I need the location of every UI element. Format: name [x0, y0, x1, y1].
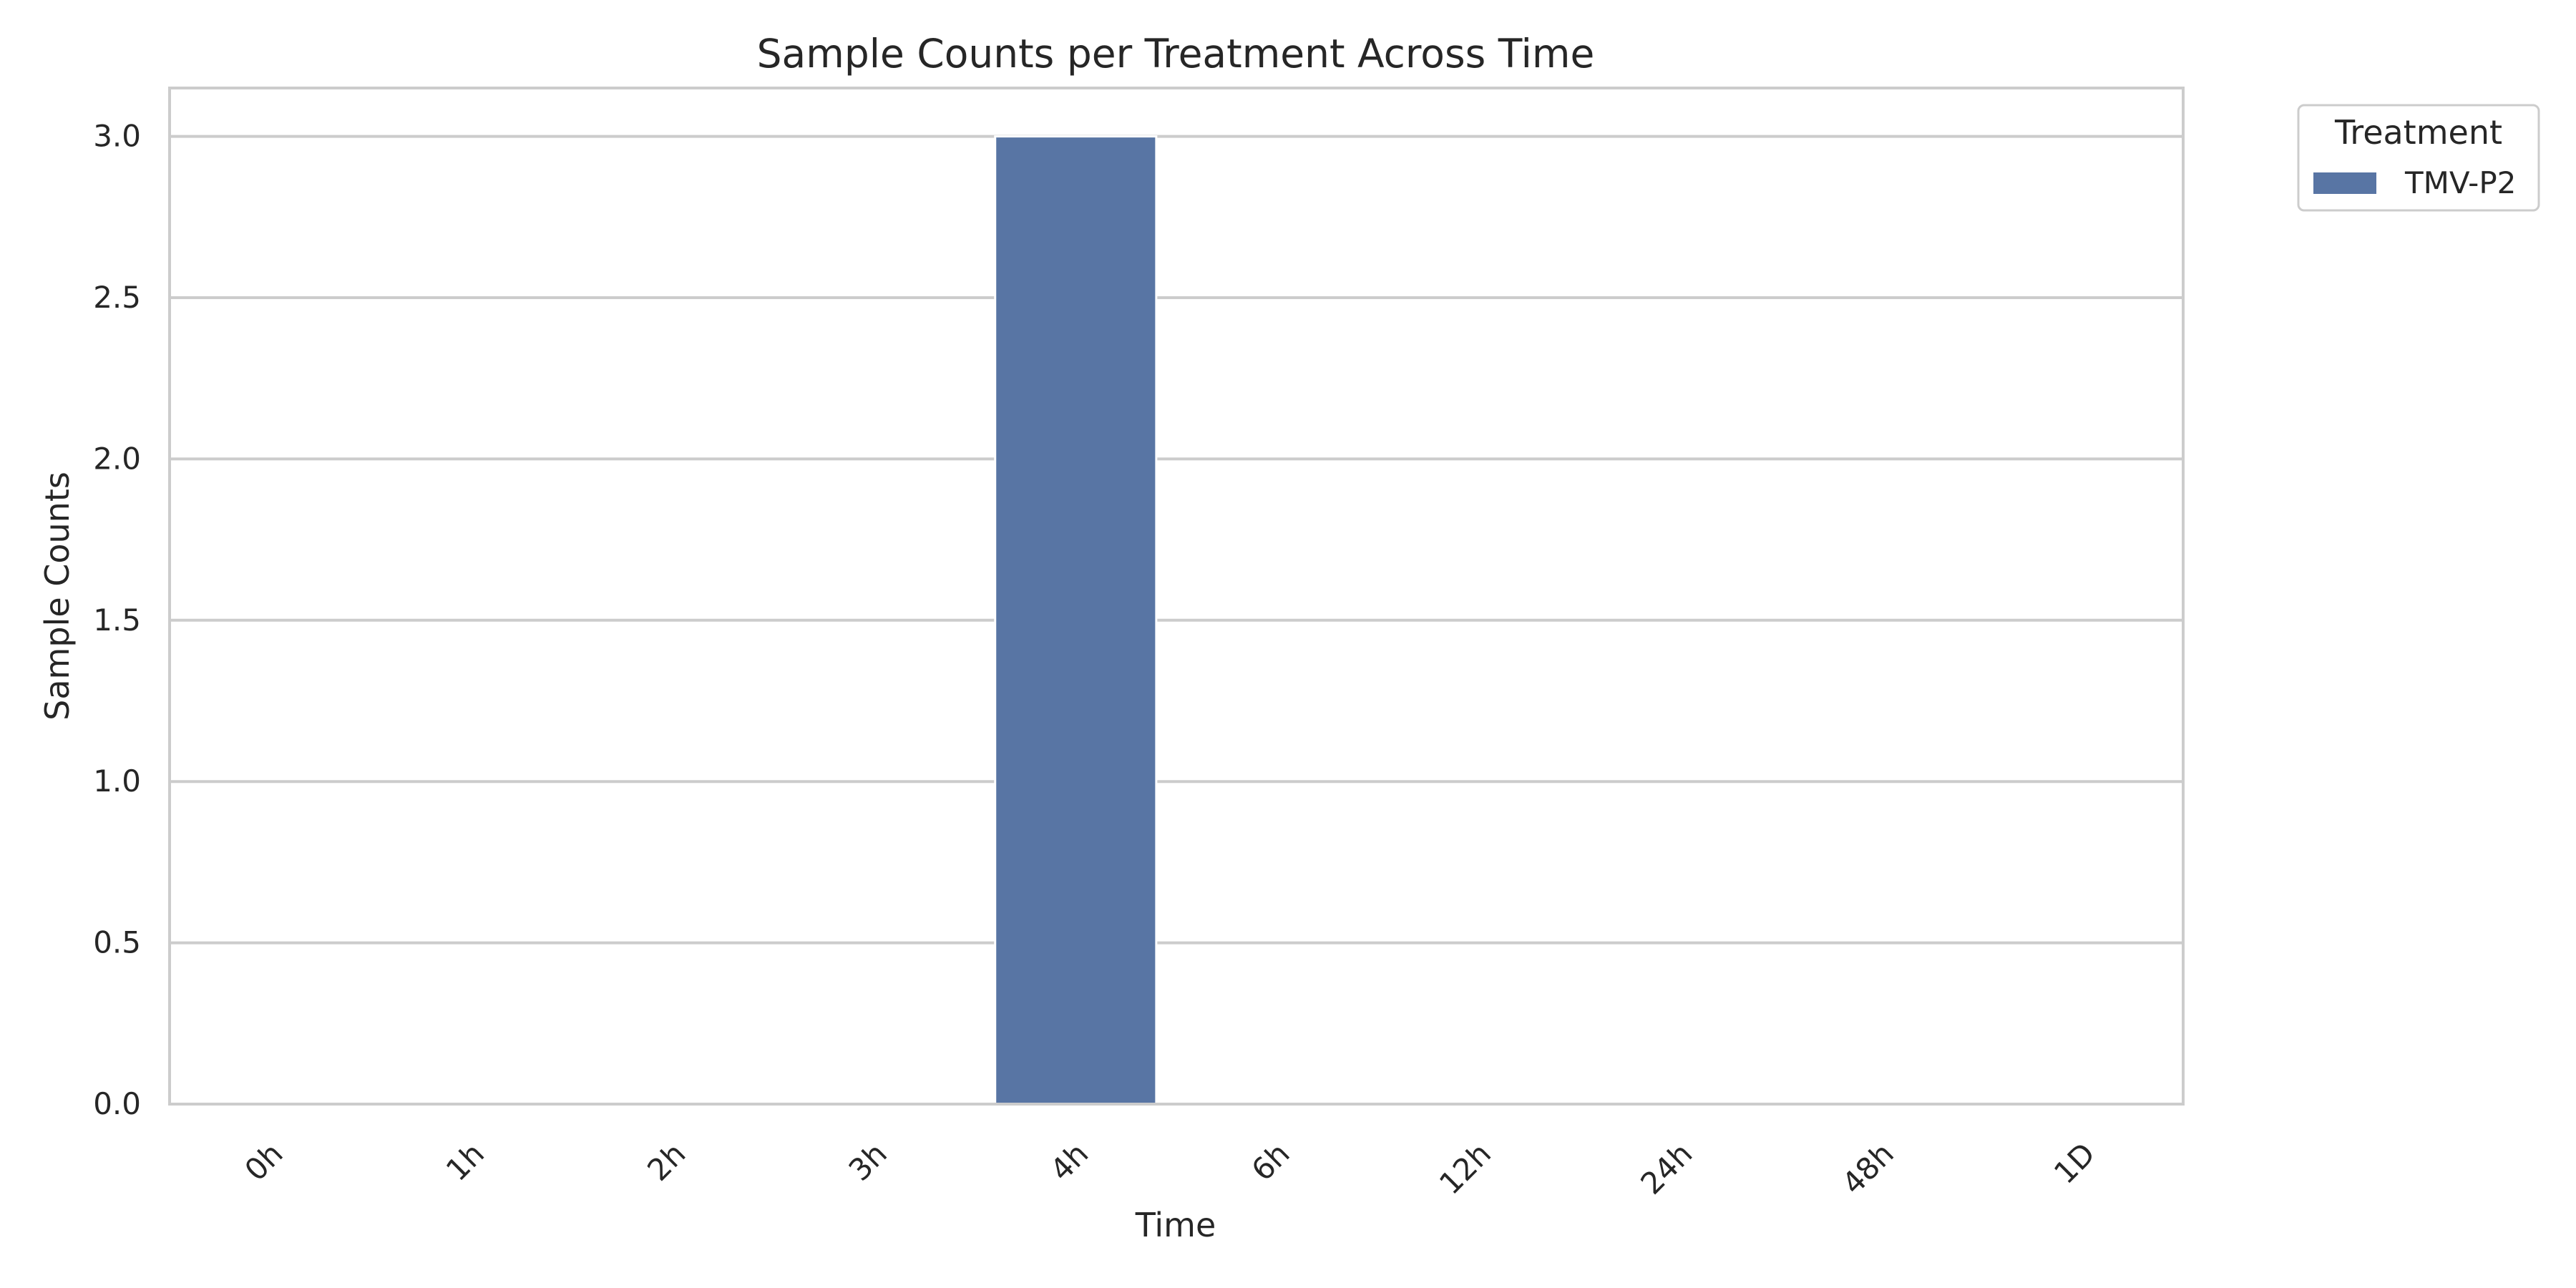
y-tick-labels: 0.0 0.5 1.0 1.5 2.0 2.5 3.0: [93, 119, 141, 1121]
y-tick-label: 3.0: [93, 119, 141, 154]
legend-title: Treatment: [2334, 113, 2502, 152]
y-tick-label: 2.5: [93, 280, 141, 315]
y-tick-label: 0.0: [93, 1086, 141, 1121]
gridlines: [170, 135, 2183, 1106]
bars: [994, 135, 1158, 1106]
y-tick-label: 1.5: [93, 602, 141, 638]
plot-frame: [168, 87, 2185, 1106]
y-tick-label: 0.5: [93, 925, 141, 960]
x-axis-label: Time: [1135, 1206, 1216, 1244]
chart-title: Sample Counts per Treatment Across Time: [757, 31, 1595, 77]
y-tick-label: 2.0: [93, 441, 141, 476]
y-tick-label: 1.0: [93, 763, 141, 799]
legend-label: TMV-P2: [2404, 165, 2516, 200]
legend-swatch: [2313, 172, 2376, 194]
y-axis-label: Sample Counts: [38, 472, 77, 721]
legend: Treatment TMV-P2: [2297, 104, 2540, 212]
bar-4h: [994, 135, 1158, 1106]
